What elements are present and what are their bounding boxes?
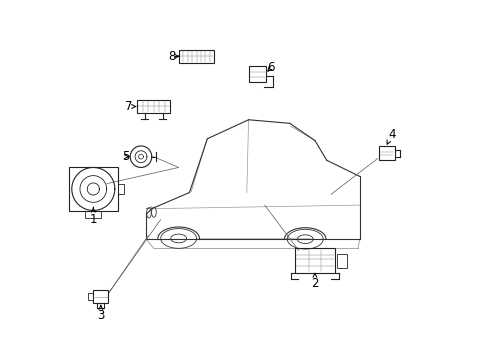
Text: 4: 4 (387, 127, 396, 144)
Text: 2: 2 (311, 273, 318, 291)
Text: 6: 6 (267, 61, 274, 74)
Bar (295, 248, 335, 273)
Text: 8: 8 (168, 50, 179, 63)
Text: 1: 1 (90, 207, 97, 226)
Bar (137, 100, 170, 113)
Text: 7: 7 (124, 100, 136, 113)
Bar (88, 293, 93, 300)
Text: 5: 5 (122, 150, 130, 163)
Bar (337, 253, 347, 268)
Bar (85, 211, 101, 219)
Bar (93, 290, 108, 303)
Bar (379, 146, 394, 160)
Bar (118, 184, 124, 194)
Bar (249, 66, 266, 82)
Bar (179, 50, 214, 63)
Bar (69, 167, 118, 211)
Text: 3: 3 (97, 305, 104, 322)
